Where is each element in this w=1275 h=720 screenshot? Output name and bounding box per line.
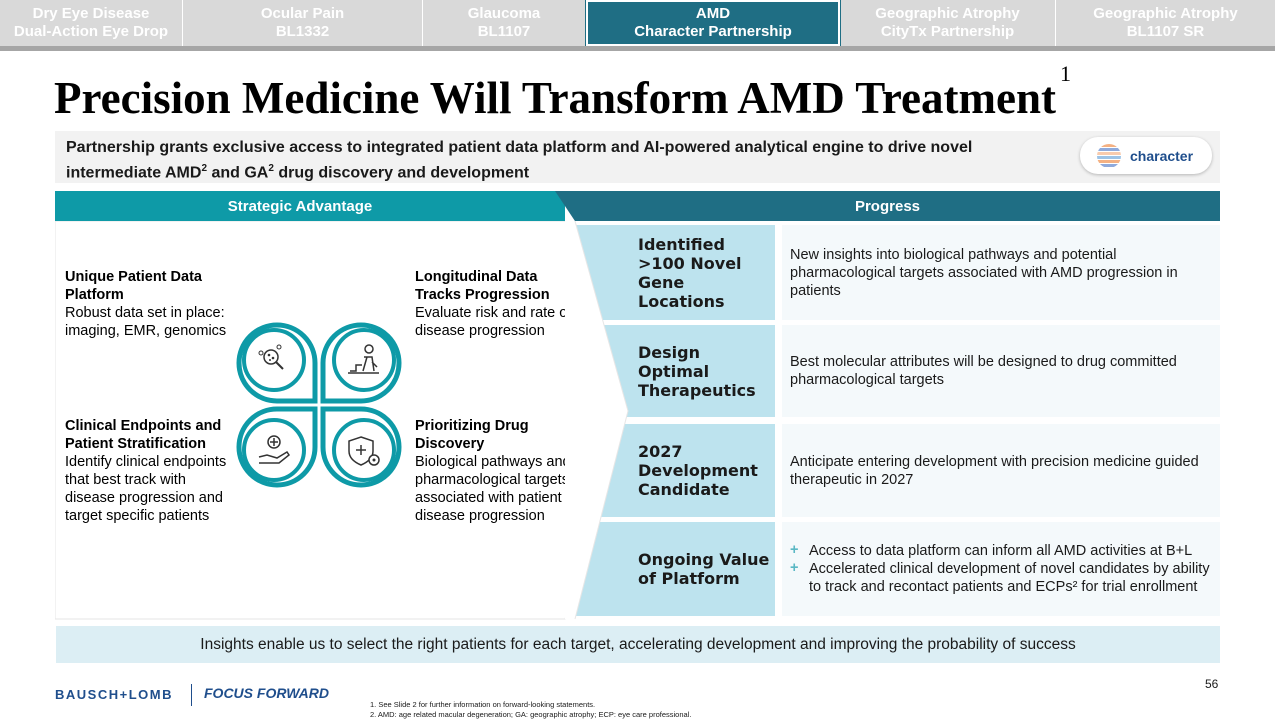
tab-line1: Glaucoma [467,5,541,22]
title-footnote: 1 [1059,61,1071,86]
bausch-lomb-logo: BAUSCH+LOMB [55,687,173,702]
data-search-icon [236,322,318,404]
progress-chevron-overlay [565,221,629,620]
tab-ga-bl1107[interactable]: Geographic Atrophy BL1107 SR [1056,0,1275,46]
tab-line2: BL1107 [477,23,531,40]
strategic-advantage-panel: Unique Patient Data Platform Robust data… [55,221,630,619]
tab-line2: BL1332 [275,23,330,40]
footnote-1: 1. See Slide 2 for further information o… [370,700,596,709]
character-logo-icon [1097,143,1121,167]
advantage-item: Unique Patient Data Platform Robust data… [65,268,235,340]
progress-text-body: New insights into biological pathways an… [790,246,1178,299]
progress-label-text: Identified >100 Novel Gene Locations [638,234,742,311]
advantage-title: Unique Patient Data Platform [65,269,202,303]
progress-row: 2027 Development Candidate Anticipate en… [575,424,1220,517]
intro-sup1: 2 [201,163,207,174]
tab-line1: Ocular Pain [260,5,345,22]
tab-line2: BL1107 SR [1126,23,1205,40]
tab-dry-eye[interactable]: Dry Eye Disease Dual-Action Eye Drop [0,0,183,46]
focus-forward-logo: FOCUS FORWARD [204,685,329,701]
footnote-2: 2. AMD: age related macular degeneration… [370,710,692,719]
progress-bullets: Access to data platform can inform all A… [790,541,1210,596]
tab-amd[interactable]: AMD Character Partnership [586,0,840,46]
character-logo: character [1080,137,1212,174]
advantage-item: Clinical Endpoints and Patient Stratific… [65,417,235,525]
advantage-body: Evaluate risk and rate of disease progre… [415,305,572,339]
progress-bullet: Accelerated clinical development of nove… [790,559,1210,596]
intro-part3: drug discovery and development [273,164,530,182]
advantage-item: Prioritizing Drug Discovery Biological p… [415,417,585,525]
progress-label-text: Ongoing Value of Platform [638,550,770,588]
tab-line2: Character Partnership [634,23,792,40]
header-left-label: Strategic Advantage [227,197,373,215]
intro-text: Partnership grants exclusive access to i… [66,137,1046,183]
progress-text-body: Best molecular attributes will be design… [790,354,1177,388]
insights-banner: Insights enable us to select the right p… [56,626,1220,663]
advantage-title: Clinical Endpoints and Patient Stratific… [65,418,222,452]
advantage-item: Longitudinal Data Tracks Progression Eva… [415,268,585,340]
progression-figure-icon [320,322,402,404]
tab-line1: Geographic Atrophy [875,5,1020,22]
progress-text: New insights into biological pathways an… [782,225,1220,320]
strategic-advantage-header: Strategic Advantage [55,191,565,221]
title-text: Precision Medicine Will Transform AMD Tr… [54,73,1056,123]
intro-banner: Partnership grants exclusive access to i… [55,131,1220,183]
footnotes: 1. See Slide 2 for further information o… [370,700,691,720]
advantage-body: Robust data set in place: imaging, EMR, … [65,305,227,339]
tab-glaucoma[interactable]: Glaucoma BL1107 [423,0,586,46]
page-title: Precision Medicine Will Transform AMD Tr… [54,61,1071,124]
tab-ocular-pain[interactable]: Ocular Pain BL1332 [183,0,423,46]
progress-text-body: Anticipate entering development with pre… [790,453,1199,488]
progress-label-text: Design Optimal Therapeutics [638,342,756,400]
advantage-body: Identify clinical endpoints that best tr… [65,454,227,524]
progress-bullet: Access to data platform can inform all A… [790,541,1210,560]
progress-text: Anticipate entering development with pre… [782,424,1220,517]
tab-line1: Geographic Atrophy [1093,5,1238,22]
character-logo-text: character [1130,147,1194,164]
shield-gear-icon [320,406,402,488]
tab-ga-citytx[interactable]: Geographic Atrophy CityTx Partnership [840,0,1056,46]
tab-line1: Dry Eye Disease [32,5,150,22]
progress-row: Ongoing Value of Platform Access to data… [575,522,1220,616]
tab-line2: Dual-Action Eye Drop [13,23,169,40]
page-number: 56 [1205,677,1219,691]
tab-line2: CityTx Partnership [880,23,1015,40]
insights-banner-text: Insights enable us to select the right p… [200,635,1076,653]
hand-plus-icon [236,406,318,488]
progress-label: Ongoing Value of Platform [575,522,775,616]
intro-part1: Partnership grants exclusive access to i… [66,139,973,182]
advantage-title: Longitudinal Data Tracks Progression [415,269,550,303]
logo-separator [191,684,192,706]
nav-tabs: Dry Eye Disease Dual-Action Eye Drop Ocu… [0,0,1275,51]
intro-sup2: 2 [268,163,274,174]
header-right-label: Progress [854,197,921,215]
advantage-title: Prioritizing Drug Discovery [415,418,529,452]
progress-text: Best molecular attributes will be design… [782,325,1220,417]
advantage-icon-cluster [236,322,402,488]
tab-line1: AMD [695,5,731,22]
progress-label-text: 2027 Development Candidate [638,442,758,499]
intro-part2: and GA [207,164,269,182]
advantage-body: Biological pathways and pharmacological … [415,454,571,524]
progress-label: Identified >100 Novel Gene Locations [575,225,775,320]
progress-row: Identified >100 Novel Gene Locations New… [575,225,1220,320]
progress-text: Access to data platform can inform all A… [782,522,1220,616]
progress-row: Design Optimal Therapeutics Best molecul… [575,325,1220,417]
progress-header: Progress [555,191,1220,221]
